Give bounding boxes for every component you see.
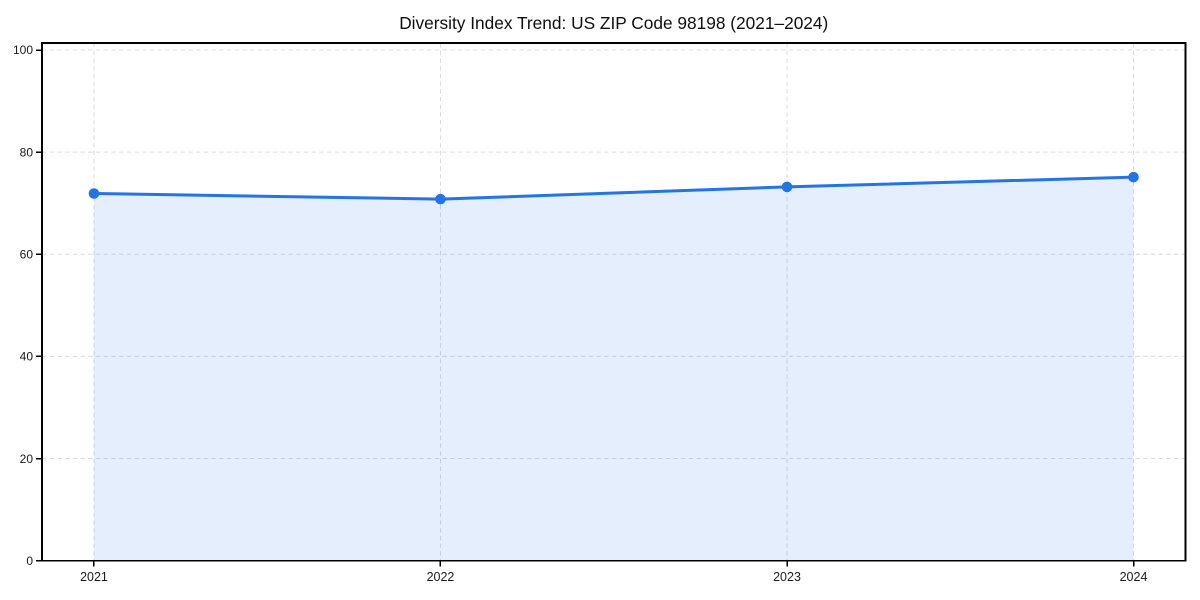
trend-line	[92, 175, 1136, 201]
data-point-marker	[1128, 171, 1139, 183]
y-axis-tick-label: 80	[20, 145, 34, 159]
area-fill	[93, 177, 1134, 561]
y-axis-tick-label: 0	[26, 554, 33, 568]
plot-border	[41, 42, 1187, 562]
y-axis-tick-label: 100	[13, 43, 33, 57]
y-axis-tick-label: 20	[20, 452, 34, 466]
data-point-marker	[435, 193, 446, 205]
chart-title: Diversity Index Trend: US ZIP Code 98198…	[399, 13, 828, 33]
chart-layers: 0 20 40 60 80 100 2021 2022 2023 2024	[13, 42, 1187, 584]
y-axis-tick-label: 40	[20, 350, 34, 364]
x-axis-tick-label: 2022	[427, 570, 455, 584]
x-axis-tick-label: 2023	[773, 570, 801, 584]
x-axis-tick-label: 2021	[80, 570, 108, 584]
y-axis-tick-label: 60	[20, 247, 34, 261]
data-point-marker	[781, 181, 793, 193]
data-point-marker	[88, 188, 100, 199]
x-axis-tick-label: 2024	[1120, 570, 1148, 584]
